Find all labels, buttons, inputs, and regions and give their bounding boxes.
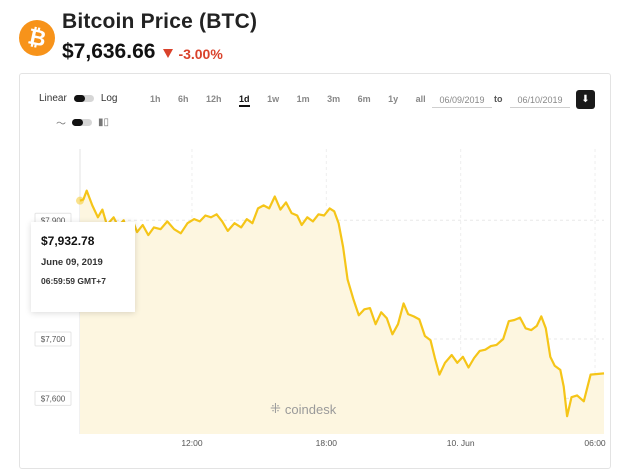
time-range-selector: 1h 6h 12h 1d 1w 1m 3m 6m 1y all (150, 94, 443, 107)
range-button-1w[interactable]: 1w (267, 94, 280, 104)
chart-controls: Linear Log 〜 ▮▯ 1h 6h 12h 1d 1w 1m 3m 6m 1y all t… (20, 74, 610, 134)
price-change: -3.00% (163, 45, 223, 62)
hover-point (76, 196, 84, 205)
range-button-6m[interactable]: 6m (357, 94, 371, 104)
price-chart[interactable]: $7,600 $7,700 $7,900 12:00 18:00 10. Jun 06:00 (20, 74, 610, 468)
tooltip-time: 06:59:59 GMT+7 (41, 276, 106, 286)
download-icon: ⬇ (581, 93, 590, 105)
y-tick-label-box (34, 390, 72, 406)
range-button-1d[interactable]: 1d (239, 94, 250, 107)
down-arrow-icon (163, 49, 174, 58)
log-label: Log (100, 93, 118, 104)
range-button-12h[interactable]: 12h (206, 94, 222, 104)
range-button-3m[interactable]: 3m (327, 94, 341, 104)
scale-toggle-row: Linear Log (39, 93, 118, 104)
y-tick-label: $7,600 (41, 394, 66, 403)
x-tick-label: 12:00 (181, 438, 203, 448)
price-row: $7,636.66 -3.00% (62, 40, 223, 64)
tooltip-price: $7,932.78 (41, 234, 95, 248)
page-title: Bitcoin Price (BTC) (62, 10, 258, 33)
price-change-value: -3.00% (178, 45, 223, 62)
date-from-input[interactable] (432, 92, 492, 108)
y-tick-label: $7,900 (41, 216, 66, 225)
price-tooltip: $7,932.78 June 09, 2019 06:59:59 GMT+7 (31, 222, 135, 312)
range-button-1m[interactable]: 1m (296, 94, 310, 104)
bitcoin-logo-icon: ₿ (19, 20, 55, 56)
range-button-1h[interactable]: 1h (150, 94, 161, 104)
chart-type-toggle-row: 〜 ▮▯ (56, 115, 109, 130)
coindesk-watermark: ⁜ coindesk (270, 402, 336, 417)
range-button-6h[interactable]: 6h (178, 94, 189, 104)
line-chart-icon: 〜 (56, 119, 66, 130)
to-label: to (494, 94, 503, 104)
current-price: $7,636.66 (62, 40, 156, 63)
coindesk-logo-icon: ⁜ (270, 402, 281, 417)
price-series-line (79, 189, 605, 418)
y-tick-label-box (34, 331, 72, 347)
x-tick-label: 06:00 (584, 438, 606, 448)
download-button[interactable]: ⬇ (576, 90, 595, 109)
y-tick-label: $7,700 (41, 335, 66, 344)
watermark-text: coindesk (284, 402, 337, 417)
date-to-input[interactable] (510, 92, 570, 108)
coin-symbol: ₿ (25, 24, 49, 53)
range-button-all[interactable]: all (415, 94, 426, 104)
x-tick-label: 18:00 (316, 438, 338, 448)
tooltip-date: June 09, 2019 (41, 257, 103, 268)
x-tick-label: 10. Jun (447, 438, 475, 448)
chart-panel: Linear Log 〜 ▮▯ 1h 6h 12h 1d 1w 1m 3m 6m 1y all t… (19, 73, 611, 469)
coin-header: ₿ Bitcoin Price (BTC) $7,636.66 -3.00% (17, 10, 607, 70)
range-button-1y[interactable]: 1y (388, 94, 399, 104)
scale-toggle[interactable] (73, 95, 94, 102)
price-area-fill (80, 190, 604, 434)
candlestick-icon: ▮▯ (98, 117, 110, 128)
chart-type-toggle[interactable] (72, 119, 92, 126)
linear-label: Linear (39, 93, 67, 104)
